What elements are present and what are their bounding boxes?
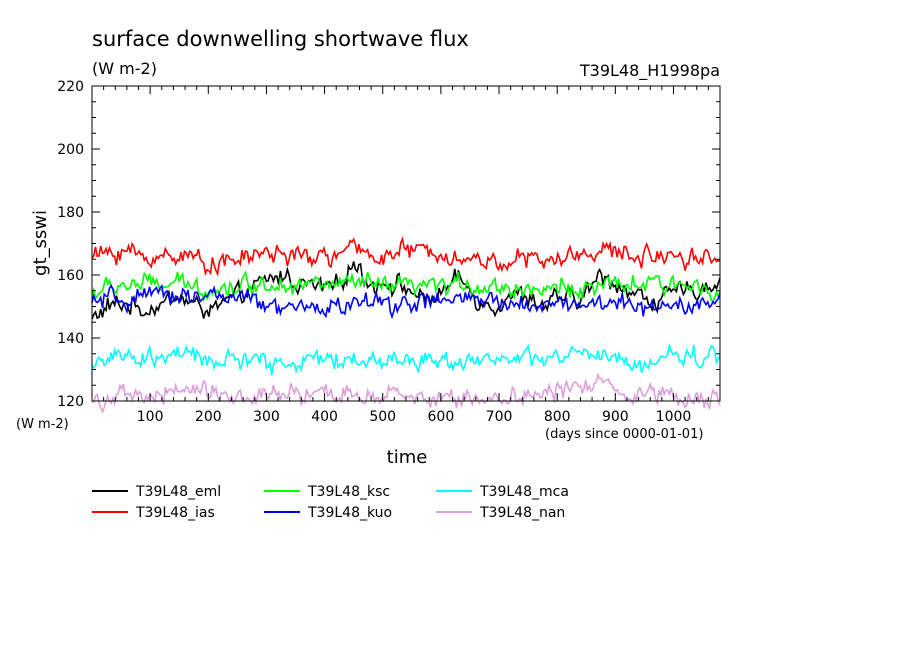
y-tick-label: 200	[57, 142, 84, 158]
y-tick-label: 120	[57, 394, 84, 410]
legend-label: T39L48_ksc	[307, 484, 390, 500]
series-layer	[91, 236, 721, 414]
x-axis-title: time	[387, 447, 428, 468]
y-tick-label: 220	[57, 79, 84, 95]
x-tick-label: 700	[486, 409, 513, 425]
legend: T39L48_eml T39L48_ias T39L48_ksc T39L48_kuo…	[92, 484, 569, 521]
chart-title: surface downwelling shortwave flux	[92, 27, 469, 51]
legend-item-t39l48_mca: T39L48_mca	[436, 484, 569, 500]
legend-label: T39L48_mca	[479, 484, 569, 500]
x-tick-label: 300	[253, 409, 280, 425]
y-tick-label: 180	[57, 205, 84, 221]
x-tick-label: 100	[137, 409, 164, 425]
legend-item-t39l48_kuo: T39L48_kuo	[264, 505, 392, 521]
x-tick-label: 800	[544, 409, 571, 425]
series-line-t39l48_ias	[91, 236, 721, 277]
legend-item-t39l48_nan: T39L48_nan	[436, 505, 565, 521]
series-line-t39l48_mca	[91, 343, 721, 376]
legend-label: T39L48_kuo	[307, 505, 392, 521]
run-label: T39L48_H1998pa	[579, 61, 720, 81]
legend-label: T39L48_ias	[135, 505, 215, 521]
legend-item-t39l48_eml: T39L48_eml	[92, 484, 221, 500]
ticks-layer: 100 200 300 400 500 600 700 800 900 1000 120 140 160…	[57, 79, 720, 425]
series-line-t39l48_kuo	[91, 283, 721, 320]
plot-frame	[91, 85, 721, 402]
series-line-t39l48_eml	[91, 261, 721, 320]
legend-item-t39l48_ksc: T39L48_ksc	[264, 484, 390, 500]
chart-units: (W m-2)	[92, 59, 157, 78]
legend-label: T39L48_nan	[479, 505, 565, 521]
x-tick-label: 900	[602, 409, 629, 425]
legend-label: T39L48_eml	[135, 484, 221, 500]
series-line-t39l48_ksc	[91, 270, 721, 303]
legend-item-t39l48_ias: T39L48_ias	[92, 505, 215, 521]
y-tick-label: 160	[57, 268, 84, 284]
x-tick-label: 200	[195, 409, 222, 425]
x-units-label: (days since 0000-01-01)	[545, 427, 703, 442]
y-axis-title: gt_sswi	[30, 210, 51, 276]
y-units-label: (W m-2)	[16, 417, 69, 432]
y-tick-label: 140	[57, 331, 84, 347]
x-tick-label: 400	[311, 409, 338, 425]
x-tick-label: 600	[428, 409, 455, 425]
x-tick-label: 500	[369, 409, 396, 425]
series-line-t39l48_nan	[91, 372, 721, 414]
x-tick-label: 1000	[656, 409, 692, 425]
